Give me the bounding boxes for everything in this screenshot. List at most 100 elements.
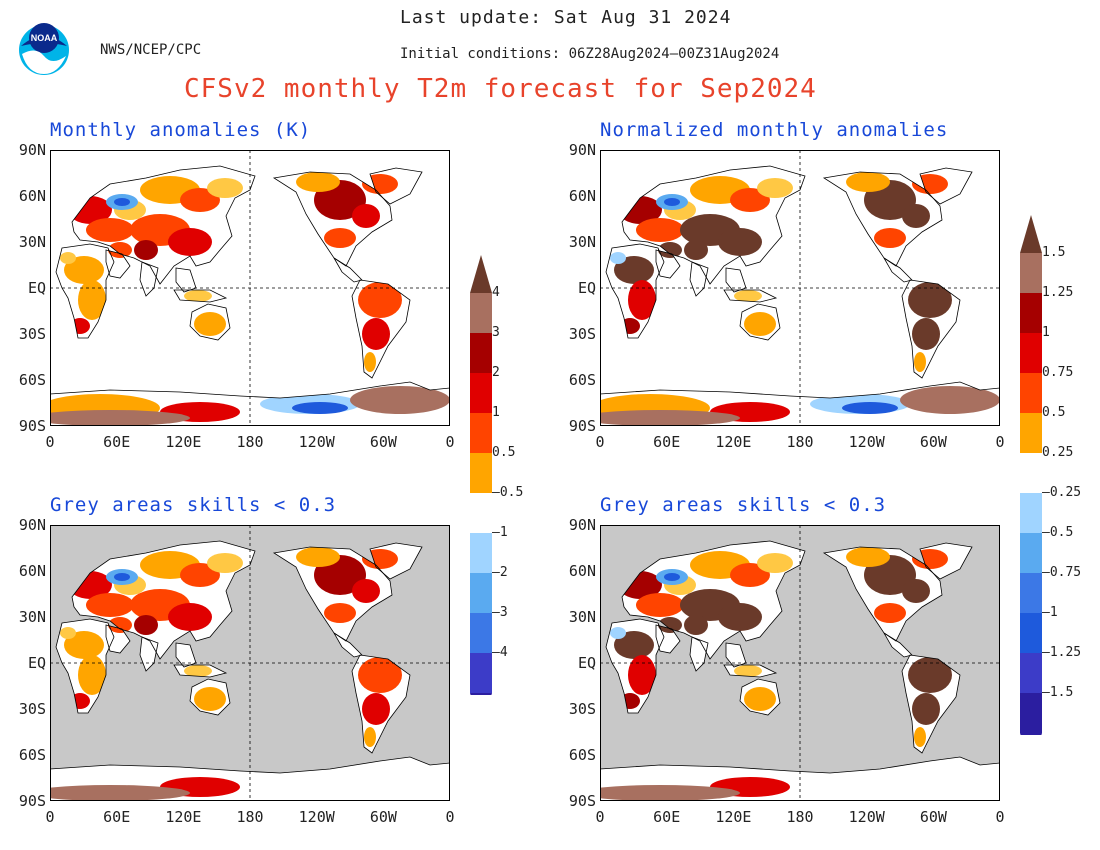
colorbar-label: 0.5 bbox=[1042, 405, 1066, 420]
colorbar-segment bbox=[470, 373, 492, 413]
logo-text: NOAA bbox=[31, 33, 58, 43]
lon-label: 60W bbox=[919, 808, 947, 826]
lat-label: 30S bbox=[568, 325, 596, 343]
anomaly-region bbox=[184, 290, 212, 302]
lat-label: 60S bbox=[18, 371, 46, 389]
anomaly-region bbox=[184, 665, 212, 677]
anomaly-region bbox=[108, 617, 132, 633]
lon-label: 60E bbox=[103, 808, 131, 826]
lon-label: 0 bbox=[45, 433, 55, 451]
anomaly-region bbox=[364, 352, 376, 372]
lon-label: 180 bbox=[236, 433, 264, 451]
colorbar-label: 0.25 bbox=[1042, 445, 1074, 460]
colorbar-segment bbox=[1020, 533, 1042, 573]
anomaly-region bbox=[684, 240, 708, 260]
anomaly-region bbox=[134, 240, 158, 260]
colorbar-segment bbox=[470, 493, 492, 533]
colorbar-segment bbox=[1020, 413, 1042, 453]
lon-label: 180 bbox=[786, 433, 814, 451]
anomaly-region bbox=[874, 603, 906, 623]
colorbar-top-arrow bbox=[470, 255, 492, 293]
lon-label: 0 bbox=[995, 808, 1005, 826]
colorbar-label: –2 bbox=[492, 565, 508, 580]
colorbar-absolute bbox=[470, 255, 492, 695]
anomaly-region bbox=[352, 204, 380, 228]
anomaly-region bbox=[874, 228, 906, 248]
anomaly-region bbox=[78, 280, 106, 320]
panel-title-monthly-anomalies: Monthly anomalies (K) bbox=[50, 119, 312, 141]
lat-label: 90N bbox=[18, 141, 46, 159]
lat-label: 90N bbox=[18, 516, 46, 534]
lat-label: 60N bbox=[18, 562, 46, 580]
lat-label: 30N bbox=[568, 233, 596, 251]
anomaly-region bbox=[78, 655, 106, 695]
colorbar-segment bbox=[1020, 493, 1042, 533]
lat-label: 90S bbox=[568, 417, 596, 435]
lat-label: 90N bbox=[568, 141, 596, 159]
noaa-emblem-icon: NOAA bbox=[19, 23, 69, 75]
colorbar-normalized bbox=[1020, 215, 1042, 735]
colorbar-label: 3 bbox=[492, 325, 500, 340]
lat-label: 60N bbox=[568, 187, 596, 205]
initial-conditions-text: Initial conditions: 06Z28Aug2024—00Z31Au… bbox=[400, 46, 780, 62]
anomaly-region bbox=[914, 352, 926, 372]
colorbar-segment bbox=[470, 293, 492, 333]
colorbar-bottom-arrow bbox=[470, 693, 492, 695]
anomaly-region bbox=[734, 290, 762, 302]
anomaly-region bbox=[296, 547, 340, 567]
map-skill-masked-anomalies bbox=[50, 525, 450, 801]
lon-label: 0 bbox=[595, 433, 605, 451]
anomaly-region bbox=[350, 386, 450, 414]
noaa-logo: NOAA bbox=[18, 16, 70, 78]
anomaly-region bbox=[718, 228, 762, 256]
lat-label: 60S bbox=[568, 371, 596, 389]
map-skill-masked-normalized bbox=[600, 525, 1000, 801]
anomaly-region bbox=[86, 593, 134, 617]
anomaly-region bbox=[60, 252, 76, 264]
lat-label: 30S bbox=[18, 325, 46, 343]
anomaly-region bbox=[610, 627, 626, 639]
lon-label: 0 bbox=[445, 433, 455, 451]
anomaly-region bbox=[744, 312, 776, 336]
lat-label: EQ bbox=[577, 654, 596, 672]
colorbar-label: –1.25 bbox=[1042, 645, 1082, 660]
lon-label: 60W bbox=[369, 808, 397, 826]
colorbar-label: –0.25 bbox=[1042, 485, 1082, 500]
last-update-text: Last update: Sat Aug 31 2024 bbox=[400, 7, 732, 28]
colorbar-segment bbox=[470, 573, 492, 613]
colorbar-label: 1.25 bbox=[1042, 285, 1074, 300]
anomaly-region bbox=[108, 242, 132, 258]
colorbar-label: –1 bbox=[1042, 605, 1058, 620]
anomaly-region bbox=[902, 579, 930, 603]
lon-label: 0 bbox=[445, 808, 455, 826]
colorbar-label: –1 bbox=[492, 525, 508, 540]
panel-title-normalized-anomalies: Normalized monthly anomalies bbox=[600, 119, 949, 141]
colorbar-label: –0.5 bbox=[1042, 525, 1074, 540]
anomaly-region bbox=[684, 615, 708, 635]
anomaly-region bbox=[846, 547, 890, 567]
anomaly-region bbox=[292, 402, 348, 414]
lat-label: 60N bbox=[18, 187, 46, 205]
lon-label: 0 bbox=[995, 433, 1005, 451]
lat-label: 90S bbox=[18, 792, 46, 810]
agency-label: NWS/NCEP/CPC bbox=[100, 42, 202, 58]
colorbar-label: 0.5 bbox=[492, 445, 516, 460]
anomaly-region bbox=[194, 312, 226, 336]
anomaly-region bbox=[86, 218, 134, 242]
anomaly-region bbox=[734, 665, 762, 677]
anomaly-region bbox=[352, 579, 380, 603]
lon-label: 60W bbox=[919, 433, 947, 451]
anomaly-region bbox=[114, 198, 130, 206]
colorbar-segment bbox=[470, 333, 492, 373]
lon-label: 180 bbox=[786, 808, 814, 826]
anomaly-region bbox=[362, 318, 390, 350]
anomaly-region bbox=[846, 172, 890, 192]
anomaly-region bbox=[60, 627, 76, 639]
colorbar-top-arrow bbox=[1020, 215, 1042, 253]
colorbar-bottom-arrow bbox=[1020, 733, 1042, 735]
anomaly-region bbox=[664, 198, 680, 206]
colorbar-label: 1.5 bbox=[1042, 245, 1066, 260]
colorbar-segment bbox=[470, 653, 492, 693]
map-monthly-anomalies bbox=[50, 150, 450, 426]
lon-label: 120E bbox=[715, 433, 752, 451]
